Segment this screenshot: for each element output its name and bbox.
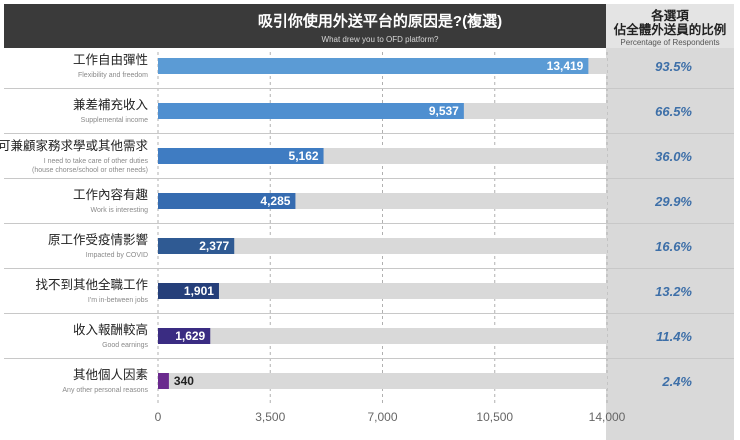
chart-subtitle: What drew you to OFD platform? xyxy=(322,35,439,44)
x-tick-label: 7,000 xyxy=(367,410,397,424)
category-label: 工作自由彈性 xyxy=(73,53,148,67)
bar-row: 13,419 工作自由彈性 Flexibility and freedom 93.5% xyxy=(73,53,692,79)
percentage-label: 13.2% xyxy=(655,284,692,299)
bar-value-label: 340 xyxy=(174,374,194,388)
side-header-sub: Percentage of Respondents xyxy=(620,38,719,47)
percentage-label: 36.0% xyxy=(655,149,692,164)
gridlines xyxy=(157,52,608,403)
side-header-line-1: 各選項 xyxy=(650,8,689,23)
bar-value-label: 2,377 xyxy=(199,239,229,253)
category-label: 可兼顧家務求學或其他需求 xyxy=(0,138,148,153)
bar xyxy=(158,103,464,119)
bar-track xyxy=(158,238,607,254)
category-sublabel: (house chorse/school or other needs) xyxy=(32,167,148,174)
percentage-label: 2.4% xyxy=(661,374,692,389)
bar-value-label: 5,162 xyxy=(289,149,319,163)
side-column-background xyxy=(606,4,734,440)
bar-row: 4,285 工作內容有趣 Work is interesting 29.9% xyxy=(73,187,692,214)
percentage-label: 93.5% xyxy=(655,59,692,74)
category-label: 其他個人因素 xyxy=(73,368,148,382)
category-label: 找不到其他全職工作 xyxy=(35,277,148,292)
bar xyxy=(158,328,211,344)
category-sublabel: Flexibility and freedom xyxy=(78,72,148,79)
chart-title: 吸引你使用外送平台的原因是?(複選) xyxy=(258,12,502,30)
bar-row: 2,377 原工作受疫情影響 Impacted by COVID 16.6% xyxy=(48,232,692,259)
percentage-label: 29.9% xyxy=(654,194,692,209)
x-axis: 0 3,500 7,000 10,500 14,000 xyxy=(155,410,626,424)
percentage-label: 16.6% xyxy=(655,239,692,254)
bar-value-label: 13,419 xyxy=(547,59,584,73)
percentage-label: 11.4% xyxy=(656,329,692,344)
category-sublabel: I need to take care of other duties xyxy=(44,158,149,165)
bar xyxy=(158,373,169,389)
bar xyxy=(158,238,235,254)
bar-track xyxy=(158,283,607,299)
category-label: 收入報酬較高 xyxy=(73,322,148,337)
bar-rows: 13,419 工作自由彈性 Flexibility and freedom 93.5%… xyxy=(0,53,734,394)
bar xyxy=(158,193,296,209)
category-sublabel: Impacted by COVID xyxy=(86,252,148,259)
bar-value-label: 9,537 xyxy=(429,104,459,118)
category-sublabel: Supplemental income xyxy=(81,117,148,124)
category-label: 工作內容有趣 xyxy=(73,187,149,202)
bar-row: 340 其他個人因素 Any other personal reasons 2.4% xyxy=(62,368,692,394)
category-label: 原工作受疫情影響 xyxy=(48,232,148,247)
category-label: 兼差補充收入 xyxy=(73,97,149,112)
bar xyxy=(158,148,324,164)
bar-track xyxy=(158,373,607,389)
bar xyxy=(158,283,219,299)
side-header-line-2: 佔全體外送員的比例 xyxy=(613,22,727,37)
title-background xyxy=(4,4,606,48)
bar-value-label: 1,901 xyxy=(184,284,214,298)
bar-row: 5,162 可兼顧家務求學或其他需求 I need to take care of … xyxy=(0,138,692,174)
category-sublabel: I'm in-between jobs xyxy=(88,297,149,304)
percentage-label: 66.5% xyxy=(655,104,692,119)
category-sublabel: Any other personal reasons xyxy=(62,387,148,394)
category-sublabel: Good earnings xyxy=(102,342,148,349)
side-header-background xyxy=(606,4,734,48)
bar-row: 1,629 收入報酬較高 Good earnings 11.4% xyxy=(73,322,692,349)
bar xyxy=(158,58,589,74)
x-tick-label: 3,500 xyxy=(255,410,285,424)
bar-value-label: 1,629 xyxy=(175,329,205,343)
x-tick-label: 0 xyxy=(155,410,162,424)
category-sublabel: Work is interesting xyxy=(91,207,149,214)
x-tick-label: 10,500 xyxy=(476,410,513,424)
bar-row: 1,901 找不到其他全職工作 I'm in-between jobs 13.2% xyxy=(35,277,692,304)
bar-track xyxy=(158,328,607,344)
bar-value-label: 4,285 xyxy=(260,194,290,208)
x-tick-label: 14,000 xyxy=(589,410,626,424)
bar-row: 9,537 兼差補充收入 Supplemental income 66.5% xyxy=(73,97,692,124)
